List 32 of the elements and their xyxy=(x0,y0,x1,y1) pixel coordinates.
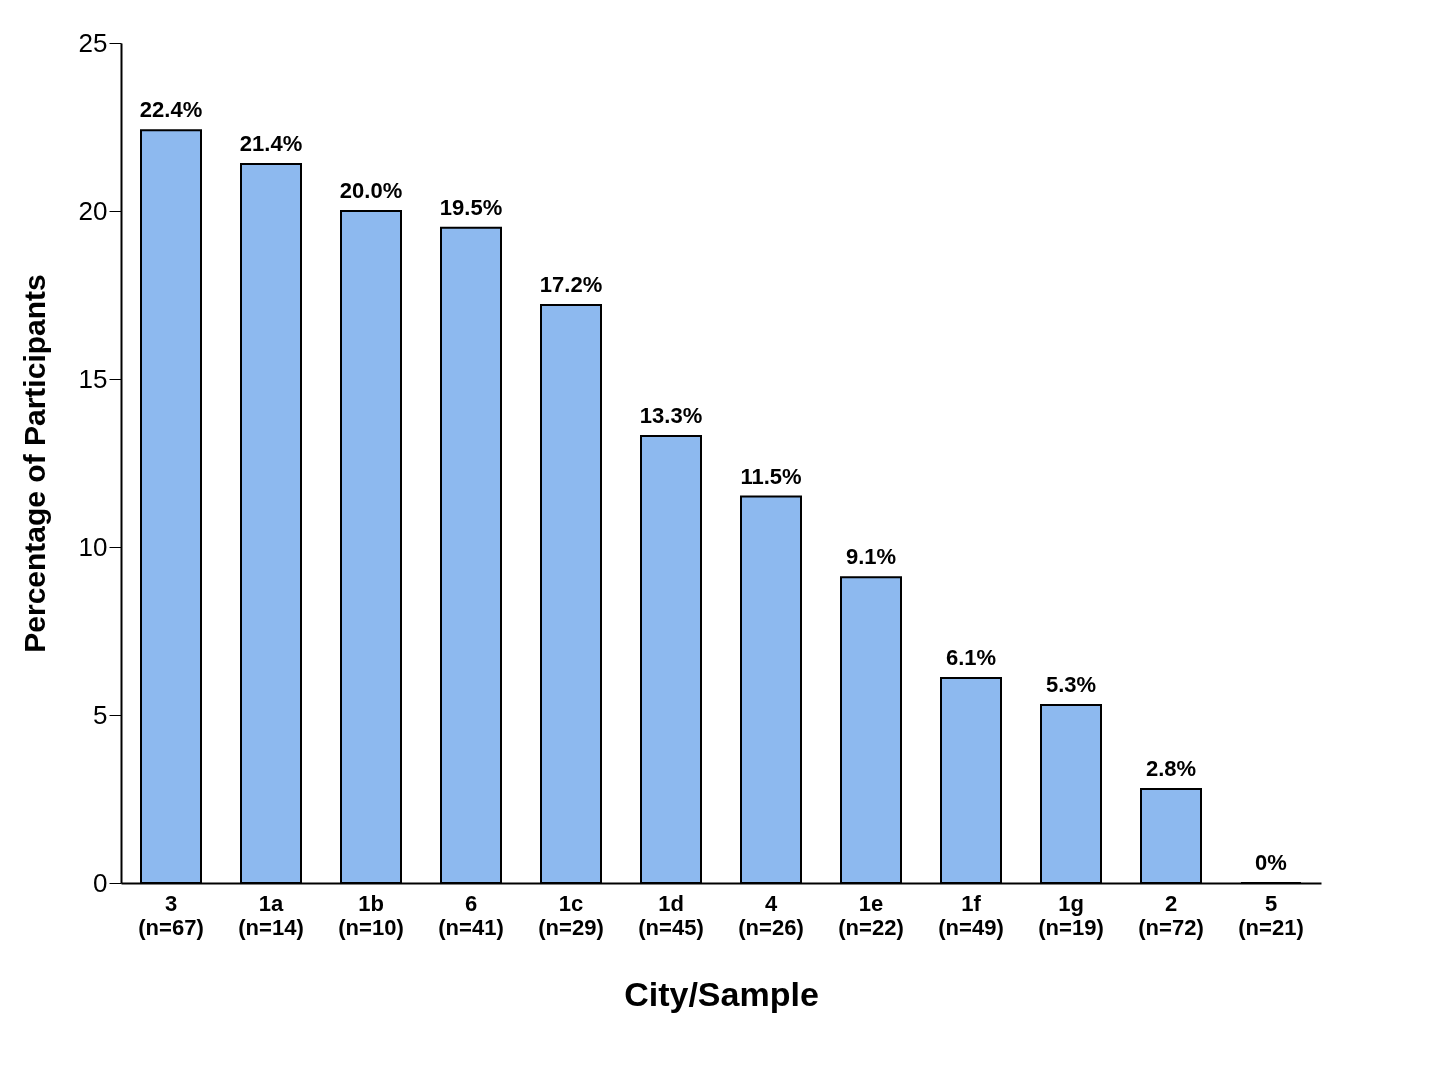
x-tick-label: 5 (n=21) xyxy=(1238,890,1304,940)
x-tick-label: 4 (n=26) xyxy=(738,890,804,940)
data-label: 20.0% xyxy=(339,178,403,203)
data-label: 13.3% xyxy=(639,403,703,429)
y-tick-label: 0 xyxy=(93,867,108,898)
data-label: 11.5% xyxy=(740,463,802,489)
x-tick-label: 3 (n=67) xyxy=(138,890,204,940)
y-tick-label: 5 xyxy=(93,699,108,730)
data-label: 17.2% xyxy=(539,272,603,298)
data-label: 9.1% xyxy=(845,544,897,570)
y-tick-label: 15 xyxy=(78,363,108,394)
data-label: 19.5% xyxy=(439,194,503,220)
y-tick-label: 25 xyxy=(78,27,108,58)
x-tick-label: 2 (n=72) xyxy=(1138,890,1204,940)
data-label: 0% xyxy=(1255,850,1287,875)
x-tick-label: 1c (n=29) xyxy=(538,890,604,940)
x-axis-title: City/Sample xyxy=(624,974,819,1013)
x-tick-label: 1f (n=49) xyxy=(938,890,1004,940)
data-label: 2.8% xyxy=(1145,755,1197,781)
data-label: 6.1% xyxy=(945,645,997,671)
data-label: 5.3% xyxy=(1045,671,1097,697)
x-tick-label: 1b (n=10) xyxy=(338,890,404,940)
x-tick-label: 1e (n=22) xyxy=(838,890,904,940)
x-tick-label: 1d (n=45) xyxy=(638,890,704,940)
data-label: 21.4% xyxy=(239,130,303,156)
data-label: 22.4% xyxy=(139,97,203,123)
x-tick-label: 1g (n=19) xyxy=(1038,890,1104,940)
y-axis-title: Percentage of Participants xyxy=(17,274,51,653)
y-tick-label: 20 xyxy=(78,195,108,226)
x-tick-label: 6 (n=41) xyxy=(438,890,504,940)
x-tick-label: 1a (n=14) xyxy=(238,890,304,940)
y-tick-label: 10 xyxy=(78,531,108,562)
